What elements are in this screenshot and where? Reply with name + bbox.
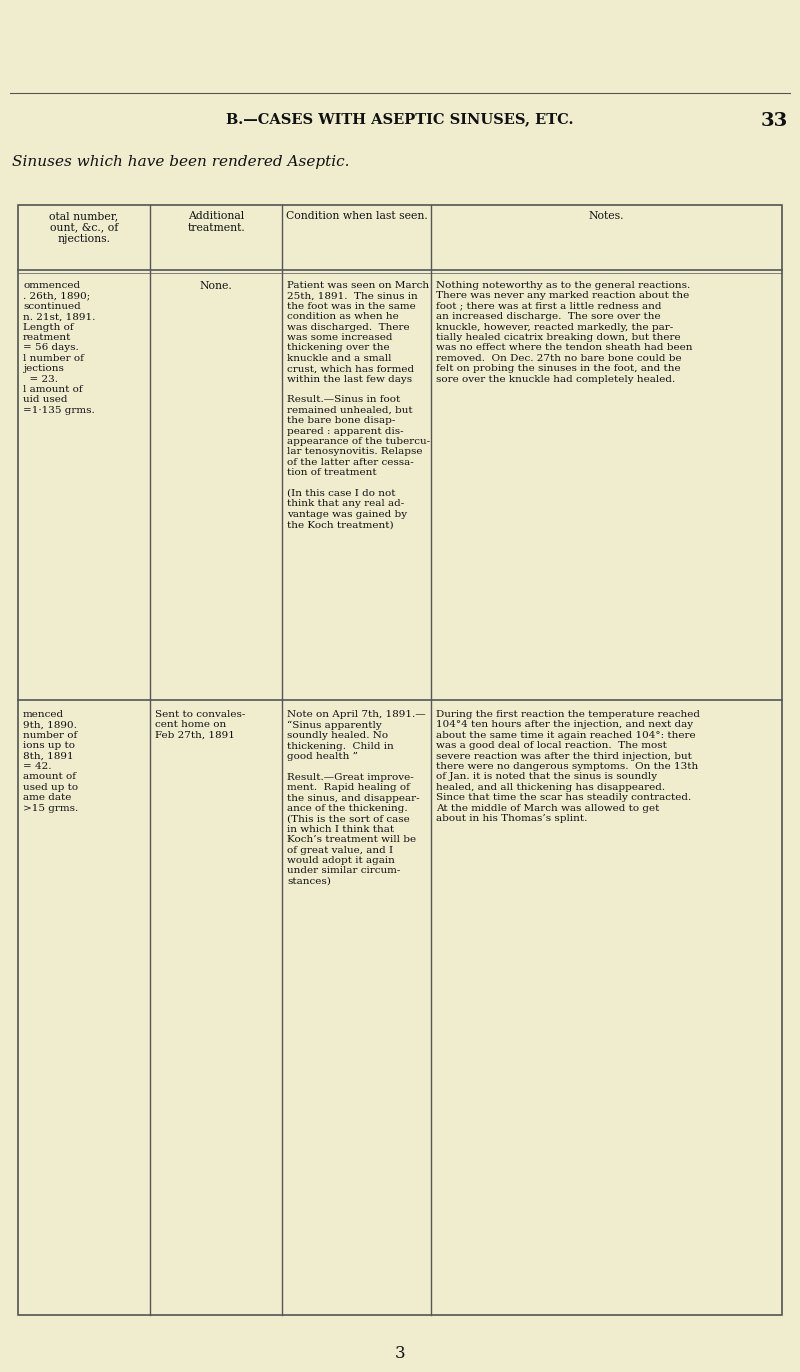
Text: B.—CASES WITH ASEPTIC SINUSES, ETC.: B.—CASES WITH ASEPTIC SINUSES, ETC. bbox=[226, 113, 574, 126]
Text: Nothing noteworthy as to the general reactions.
There was never any marked react: Nothing noteworthy as to the general rea… bbox=[436, 281, 693, 384]
Text: Notes.: Notes. bbox=[589, 211, 625, 221]
Text: Additional
treatment.: Additional treatment. bbox=[187, 211, 245, 233]
Text: otal number,
ount, &c., of
njections.: otal number, ount, &c., of njections. bbox=[50, 211, 118, 244]
Text: Patient was seen on March
25th, 1891.  The sinus in
the foot was in the same
con: Patient was seen on March 25th, 1891. Th… bbox=[287, 281, 430, 530]
Text: menced
9th, 1890.
number of
ions up to
8th, 1891
= 42.
amount of
used up to
ame : menced 9th, 1890. number of ions up to 8… bbox=[23, 709, 78, 812]
Text: 33: 33 bbox=[761, 113, 788, 130]
Text: ommenced
. 26th, 1890;
scontinued
n. 21st, 1891.
Length of
reatment
= 56 days.
l: ommenced . 26th, 1890; scontinued n. 21s… bbox=[23, 281, 95, 414]
Text: None.: None. bbox=[200, 281, 233, 291]
Text: Sent to convales-
cent home on
Feb 27th, 1891: Sent to convales- cent home on Feb 27th,… bbox=[155, 709, 246, 740]
Bar bbox=[18, 204, 782, 1314]
Text: Note on April 7th, 1891.—
“Sinus apparently
soundly healed. No
thickening.  Chil: Note on April 7th, 1891.— “Sinus apparen… bbox=[287, 709, 426, 886]
Text: Condition when last seen.: Condition when last seen. bbox=[286, 211, 428, 221]
Text: Sinuses which have been rendered Aseptic.: Sinuses which have been rendered Aseptic… bbox=[12, 155, 350, 169]
Text: During the first reaction the temperature reached
104°4 ten hours after the inje: During the first reaction the temperatur… bbox=[436, 709, 700, 823]
Text: 3: 3 bbox=[394, 1345, 406, 1362]
